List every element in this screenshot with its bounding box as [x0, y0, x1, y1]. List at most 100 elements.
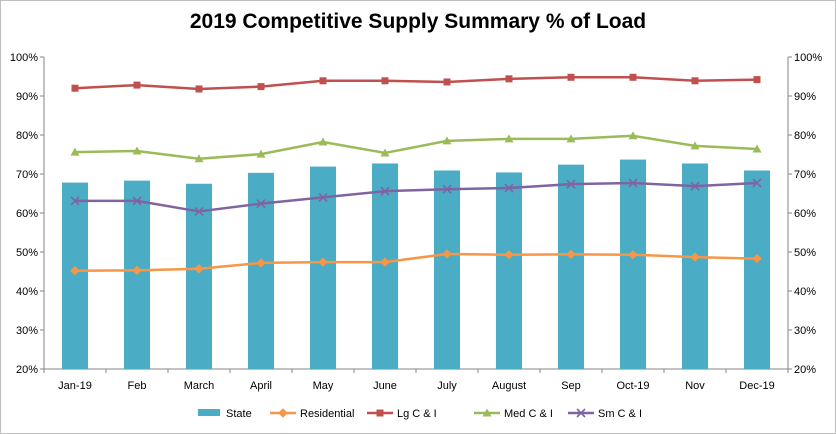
y-tick-label-left: 20%	[16, 364, 38, 376]
point-lg-c-i	[629, 73, 637, 81]
point-sm-c-i	[504, 183, 514, 193]
x-tick-label: May	[313, 380, 334, 392]
line-med-c-i	[74, 134, 758, 161]
x-tick-label: July	[437, 380, 457, 392]
y-tick-label-left: 100%	[10, 52, 38, 64]
x-tick-label: Oct-19	[616, 380, 649, 392]
bar-state	[185, 183, 213, 369]
point-med-c-i	[380, 148, 390, 157]
y-tick-label-right: 20%	[794, 364, 816, 376]
point-lg-c-i	[505, 75, 513, 83]
point-sm-c-i	[380, 186, 390, 196]
point-lg-c-i	[133, 81, 141, 89]
y-tick-label-left: 60%	[16, 208, 38, 220]
legend-label-lg-c-i: Lg C & I	[397, 408, 437, 420]
y-tick-label-right: 80%	[794, 130, 816, 142]
point-lg-c-i	[257, 83, 265, 91]
y-tick-label-left: 40%	[16, 286, 38, 298]
bar-state	[495, 172, 523, 369]
x-tick-label: Dec-19	[739, 380, 774, 392]
x-tick-label: Nov	[685, 380, 705, 392]
y-tick-label-right: 90%	[794, 91, 816, 103]
line-residential	[74, 252, 758, 272]
legend-label-med-c-i: Med C & I	[504, 408, 553, 420]
x-tick-label: June	[373, 380, 397, 392]
point-residential	[132, 265, 142, 276]
point-residential	[566, 249, 576, 260]
x-tick-label: March	[184, 380, 215, 392]
y-tick-label-left: 70%	[16, 169, 38, 181]
point-med-c-i	[70, 147, 80, 156]
point-lg-c-i	[381, 77, 389, 85]
point-residential	[194, 264, 204, 274]
point-sm-c-i	[752, 178, 762, 188]
bar-state	[681, 163, 709, 369]
x-tick-label: Sep	[561, 380, 581, 392]
line-lg-c-i	[74, 76, 758, 91]
y-tick-label-right: 70%	[794, 169, 816, 181]
bar-state	[433, 170, 461, 369]
point-lg-c-i	[567, 73, 575, 81]
point-med-c-i	[256, 149, 266, 158]
legend-label-state: State	[226, 408, 252, 420]
y-tick-label-left: 90%	[16, 91, 38, 103]
legend-marker-sm-c-i	[576, 408, 586, 418]
point-sm-c-i	[690, 181, 700, 191]
point-med-c-i	[318, 137, 328, 146]
bar-state	[61, 182, 89, 369]
point-residential	[504, 250, 514, 260]
point-sm-c-i	[628, 178, 638, 188]
point-sm-c-i	[256, 199, 266, 209]
point-med-c-i	[504, 134, 514, 143]
point-med-c-i	[628, 131, 638, 140]
point-sm-c-i	[442, 184, 452, 194]
point-sm-c-i	[566, 179, 576, 189]
point-residential	[380, 257, 390, 267]
x-tick-label: April	[250, 380, 272, 392]
bar-state	[619, 159, 647, 369]
point-med-c-i	[752, 144, 762, 153]
point-lg-c-i	[443, 78, 451, 86]
point-residential	[318, 257, 328, 267]
point-residential	[628, 250, 638, 260]
y-tick-label-left: 80%	[16, 130, 38, 142]
y-tick-label-right: 50%	[794, 247, 816, 259]
y-tick-label-right: 60%	[794, 208, 816, 220]
point-sm-c-i	[194, 206, 204, 217]
point-med-c-i	[566, 134, 576, 143]
chart-title: 2019 Competitive Supply Summary % of Loa…	[189, 10, 647, 33]
point-med-c-i	[194, 154, 204, 163]
point-lg-c-i	[319, 77, 327, 85]
point-sm-c-i	[70, 196, 80, 206]
line-sm-c-i	[75, 181, 758, 213]
point-med-c-i	[690, 141, 700, 150]
x-tick-label: Feb	[128, 380, 147, 392]
y-tick-label-right: 30%	[794, 325, 816, 337]
point-residential	[752, 253, 762, 264]
legend-marker-med-c-i	[482, 408, 492, 417]
point-residential	[256, 258, 266, 268]
y-tick-label-left: 30%	[16, 325, 38, 337]
point-med-c-i	[442, 136, 452, 145]
point-sm-c-i	[132, 196, 142, 206]
point-lg-c-i	[691, 77, 699, 85]
legend-label-sm-c-i: Sm C & I	[598, 408, 642, 420]
point-lg-c-i	[71, 84, 79, 92]
x-tick-label: August	[492, 380, 526, 392]
point-med-c-i	[132, 146, 142, 155]
legend-swatch-state	[198, 409, 220, 416]
bar-state	[557, 164, 585, 369]
legend-marker-lg-c-i	[376, 409, 384, 417]
point-sm-c-i	[318, 192, 328, 202]
y-tick-label-right: 100%	[794, 52, 822, 64]
bar-state	[309, 166, 337, 369]
y-tick-label-right: 40%	[794, 286, 816, 298]
legend-label-residential: Residential	[300, 408, 354, 420]
y-tick-label-left: 50%	[16, 247, 38, 259]
point-residential	[442, 249, 452, 259]
point-lg-c-i	[195, 85, 203, 93]
point-residential	[70, 266, 80, 276]
legend-marker-residential	[278, 408, 288, 418]
point-residential	[690, 252, 700, 262]
